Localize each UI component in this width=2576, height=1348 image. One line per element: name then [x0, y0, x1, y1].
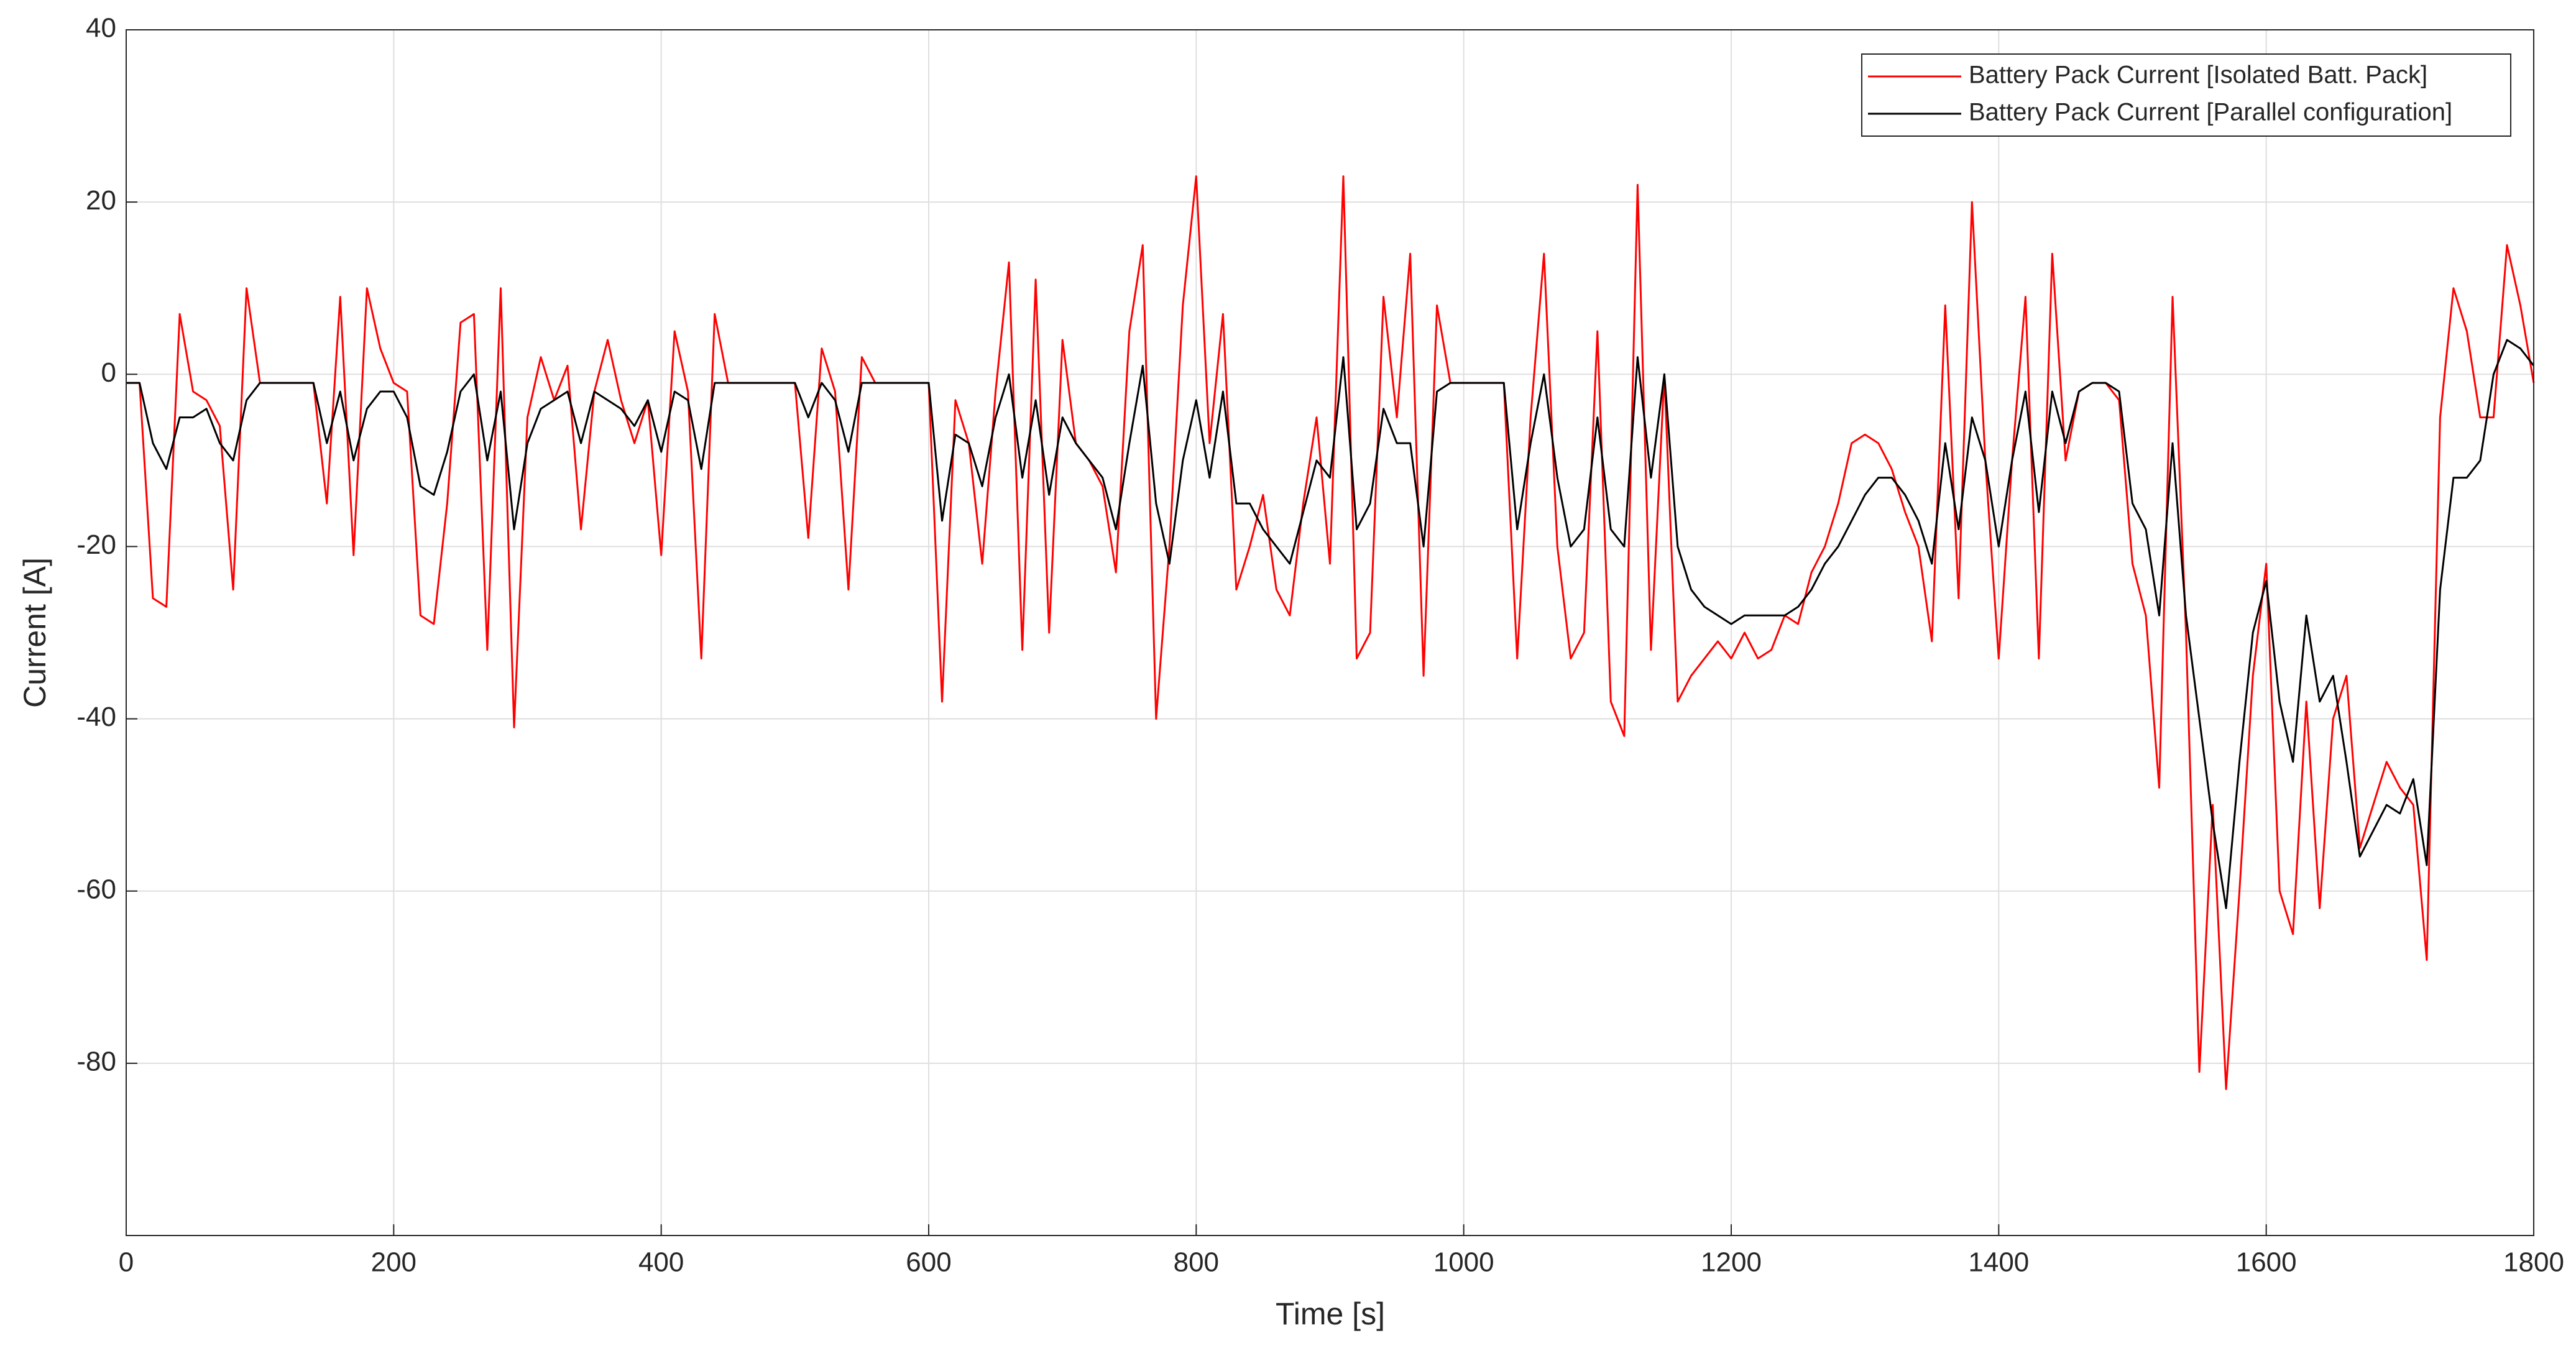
plot-area	[126, 30, 2534, 1236]
x-tick-label: 1600	[2236, 1247, 2297, 1278]
x-tick-label: 0	[119, 1247, 134, 1278]
legend: Battery Pack Current [Isolated Batt. Pac…	[1861, 53, 2511, 137]
x-tick-label: 200	[371, 1247, 416, 1278]
series-line	[126, 339, 2535, 909]
legend-label: Battery Pack Current [Parallel configura…	[1969, 99, 2452, 126]
x-tick-label: 400	[638, 1247, 684, 1278]
y-tick-label: 20	[86, 185, 116, 216]
plot-frame	[126, 29, 2534, 1236]
y-tick-label: 0	[101, 357, 116, 388]
x-tick-label: 1200	[1701, 1247, 1762, 1278]
y-tick-label: -40	[76, 702, 116, 732]
y-tick-label: 40	[86, 13, 116, 44]
x-tick-label: 1400	[1968, 1247, 2029, 1278]
x-tick-label: 800	[1174, 1247, 1219, 1278]
y-tick-label: -60	[76, 874, 116, 904]
x-tick-label: 600	[906, 1247, 951, 1278]
series-line	[126, 175, 2535, 1090]
y-tick-label: -20	[76, 530, 116, 560]
y-tick-label: -80	[76, 1046, 116, 1076]
legend-box	[1861, 53, 2511, 137]
x-tick-label: 1800	[2503, 1247, 2564, 1278]
y-axis-label: Current [A]	[17, 557, 52, 708]
legend-label: Battery Pack Current [Isolated Batt. Pac…	[1969, 62, 2427, 89]
x-tick-label: 1000	[1433, 1247, 1494, 1278]
x-axis-label: Time [s]	[1276, 1296, 1385, 1331]
